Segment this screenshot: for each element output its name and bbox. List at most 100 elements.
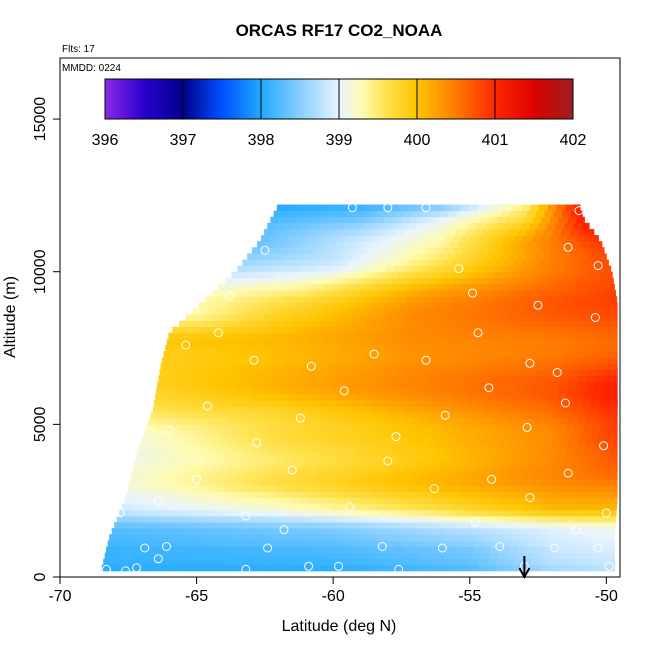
heatmap-cell bbox=[533, 473, 542, 480]
heatmap-cell bbox=[561, 498, 570, 505]
heatmap-cell bbox=[176, 546, 185, 553]
heatmap-cell bbox=[166, 553, 175, 560]
heatmap-cell bbox=[138, 559, 147, 566]
heatmap-cell bbox=[267, 430, 276, 437]
heatmap-cell bbox=[254, 339, 263, 346]
heatmap-cell bbox=[352, 253, 361, 260]
heatmap-cell bbox=[370, 333, 379, 340]
heatmap-cell bbox=[312, 278, 321, 285]
heatmap-cell bbox=[277, 565, 286, 572]
heatmap-cell bbox=[218, 382, 227, 389]
heatmap-cell bbox=[282, 412, 291, 419]
heatmap-cell bbox=[307, 522, 316, 529]
heatmap-cell bbox=[445, 504, 454, 511]
heatmap-cell bbox=[509, 229, 518, 236]
heatmap-cell bbox=[224, 565, 233, 572]
heatmap-cell bbox=[581, 534, 590, 541]
heatmap-cell bbox=[466, 333, 475, 340]
heatmap-cell bbox=[485, 492, 494, 499]
heatmap-cell bbox=[150, 467, 159, 474]
heatmap-cell bbox=[266, 492, 275, 499]
heatmap-cell bbox=[411, 284, 420, 291]
heatmap-cell bbox=[360, 314, 369, 321]
heatmap-cell bbox=[531, 424, 540, 431]
heatmap-cell bbox=[479, 247, 488, 254]
heatmap-cell bbox=[432, 241, 441, 248]
heatmap-cell bbox=[583, 449, 592, 456]
heatmap-cell bbox=[615, 363, 618, 370]
heatmap-cell bbox=[332, 553, 341, 560]
heatmap-cell bbox=[331, 247, 340, 254]
heatmap-cell bbox=[308, 314, 317, 321]
heatmap-cell bbox=[335, 363, 344, 370]
heatmap-cell bbox=[610, 394, 618, 401]
heatmap-cell bbox=[462, 235, 471, 242]
heatmap-cell bbox=[253, 504, 262, 511]
heatmap-cell bbox=[299, 498, 308, 505]
heatmap-cell bbox=[323, 418, 332, 425]
heatmap-cell bbox=[341, 284, 350, 291]
heatmap-cell bbox=[195, 516, 204, 523]
heatmap-cell bbox=[398, 321, 407, 328]
heatmap-cell bbox=[446, 284, 455, 291]
heatmap-cell bbox=[578, 522, 587, 529]
heatmap-cell bbox=[396, 253, 405, 260]
heatmap-cell bbox=[438, 339, 447, 346]
heatmap-cell bbox=[563, 516, 572, 523]
heatmap-cell bbox=[581, 296, 590, 303]
y-tick-label: 15000 bbox=[32, 97, 49, 142]
heatmap-cell bbox=[459, 357, 468, 364]
heatmap-cell bbox=[447, 467, 456, 474]
heatmap-cell bbox=[335, 516, 344, 523]
heatmap-cell bbox=[279, 217, 288, 224]
heatmap-cell bbox=[579, 229, 588, 236]
heatmap-cell bbox=[540, 528, 549, 535]
heatmap-cell bbox=[478, 510, 487, 517]
heatmap-cell bbox=[438, 266, 447, 273]
y-axis-label: Altitude (m) bbox=[2, 276, 19, 358]
heatmap-cell bbox=[225, 278, 234, 285]
heatmap-cell bbox=[299, 437, 308, 444]
heatmap-cell bbox=[378, 437, 387, 444]
heatmap-cell bbox=[189, 485, 198, 492]
heatmap-cell bbox=[288, 443, 297, 450]
heatmap-cell bbox=[505, 528, 514, 535]
heatmap-cell bbox=[500, 369, 509, 376]
heatmap-cell bbox=[210, 473, 219, 480]
heatmap-cell bbox=[233, 565, 242, 572]
heatmap-cell bbox=[546, 321, 555, 328]
heatmap-cell bbox=[311, 455, 320, 462]
heatmap-cell bbox=[489, 418, 498, 425]
colorbar-tick-label: 399 bbox=[326, 132, 353, 149]
heatmap-cell bbox=[391, 424, 400, 431]
heatmap-cell bbox=[232, 272, 241, 279]
heatmap-cell bbox=[258, 296, 267, 303]
heatmap-cell bbox=[555, 492, 564, 499]
heatmap-cell bbox=[453, 479, 462, 486]
heatmap-cell bbox=[293, 534, 302, 541]
heatmap-cell bbox=[155, 424, 164, 431]
heatmap-cell bbox=[474, 412, 483, 419]
heatmap-cell bbox=[376, 284, 385, 291]
heatmap-cell bbox=[224, 400, 233, 407]
heatmap-cell bbox=[462, 479, 471, 486]
heatmap-cell bbox=[532, 388, 541, 395]
heatmap-cell bbox=[345, 321, 354, 328]
heatmap-cell bbox=[573, 357, 582, 364]
heatmap-cell bbox=[257, 363, 266, 370]
heatmap-cell bbox=[264, 498, 273, 505]
heatmap-cell bbox=[255, 498, 264, 505]
heatmap-cell bbox=[302, 223, 311, 230]
heatmap-cell bbox=[302, 455, 311, 462]
heatmap-cell bbox=[240, 430, 249, 437]
heatmap-cell bbox=[159, 412, 168, 419]
heatmap-cell bbox=[577, 382, 586, 389]
heatmap-cell bbox=[555, 455, 564, 462]
heatmap-cell bbox=[330, 449, 339, 456]
heatmap-cell bbox=[515, 345, 524, 352]
heatmap-cell bbox=[297, 308, 306, 315]
heatmap-cell bbox=[222, 363, 231, 370]
heatmap-cell bbox=[535, 290, 544, 297]
heatmap-cell bbox=[262, 308, 271, 315]
heatmap-cell bbox=[496, 351, 505, 358]
